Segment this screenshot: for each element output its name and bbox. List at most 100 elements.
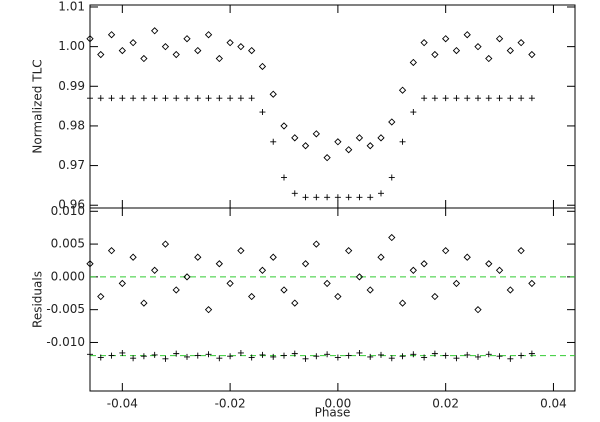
plus-point xyxy=(453,355,460,362)
plus-point xyxy=(410,109,417,116)
plus-point xyxy=(496,95,503,102)
plus-point xyxy=(378,190,384,197)
diamond-point xyxy=(442,35,450,43)
diamond-point xyxy=(377,253,385,261)
x-axis-label: Phase xyxy=(315,406,351,420)
plus-point xyxy=(173,95,180,102)
plus-point xyxy=(108,352,115,359)
diamond-point xyxy=(183,273,191,281)
y-axis-label: Normalized TLC xyxy=(31,59,45,153)
y-tick-label: 0.96 xyxy=(58,198,85,212)
diamond-point xyxy=(301,142,310,150)
plus-point xyxy=(302,194,309,201)
diamond-point xyxy=(129,253,137,261)
plus-point xyxy=(507,355,514,362)
plus-point xyxy=(184,353,190,360)
y-tick-label: 0.98 xyxy=(58,118,85,132)
plus-point xyxy=(345,194,352,201)
plus-point xyxy=(453,95,460,102)
diamond-point xyxy=(506,46,514,55)
plot-frame xyxy=(89,4,576,209)
diamond-point xyxy=(334,292,342,301)
diamond-point xyxy=(398,86,407,94)
plus-point xyxy=(421,354,428,361)
diamond-point xyxy=(409,266,417,274)
diamond-point xyxy=(398,299,407,307)
plus-point xyxy=(345,352,352,359)
x-tick-label: 0.02 xyxy=(432,397,459,411)
diamond-point xyxy=(495,266,504,274)
diamond-point xyxy=(291,299,299,307)
diamond-point xyxy=(107,246,116,255)
plus-point xyxy=(130,95,137,102)
diamond-point xyxy=(366,286,374,294)
diamond-point xyxy=(431,50,439,59)
diamond-point xyxy=(442,246,450,255)
plus-point xyxy=(324,194,331,201)
diamond-point xyxy=(485,260,493,268)
diamond-point xyxy=(183,35,191,43)
diamond-point xyxy=(334,138,342,146)
plus-point xyxy=(399,353,406,360)
diamond-point xyxy=(388,233,396,242)
diamond-point xyxy=(204,31,213,39)
plus-point xyxy=(216,355,223,362)
plus-point xyxy=(302,355,309,362)
plus-point xyxy=(87,95,93,102)
plus-point xyxy=(173,350,180,357)
plus-point xyxy=(388,174,395,181)
y-tick-label: -0.010 xyxy=(46,335,85,349)
diamond-point xyxy=(86,260,94,268)
plus-point xyxy=(281,174,287,181)
diamond-point xyxy=(118,46,126,55)
plus-point xyxy=(464,95,471,102)
diamond-point xyxy=(420,39,428,47)
plus-point xyxy=(237,95,244,102)
diamond-point xyxy=(151,266,159,274)
diamond-point xyxy=(248,292,256,301)
diamond-point xyxy=(366,142,374,150)
y-tick-label: 0.99 xyxy=(58,79,85,93)
diamond-point xyxy=(474,42,482,51)
diamond-point xyxy=(528,279,536,288)
diamond-point xyxy=(129,39,137,47)
diamond-point xyxy=(517,246,525,255)
diamond-point xyxy=(355,134,364,142)
diamond-point xyxy=(140,54,148,63)
diamond-point xyxy=(463,31,471,39)
plus-point xyxy=(151,351,158,358)
diamond-point xyxy=(280,122,288,130)
plus-point xyxy=(334,354,341,361)
plus-point xyxy=(485,351,492,358)
plus-point xyxy=(291,350,298,357)
diamond-point xyxy=(323,279,331,288)
y-tick-label: 0.97 xyxy=(58,158,85,172)
diamond-point xyxy=(431,292,439,301)
diamond-point xyxy=(485,54,493,63)
diamond-point xyxy=(409,58,417,67)
diamond-point xyxy=(140,299,148,307)
diamond-point xyxy=(237,246,245,255)
diamond-point xyxy=(269,90,277,98)
plus-point xyxy=(507,95,514,102)
plus-point xyxy=(184,95,190,102)
plus-point xyxy=(237,349,244,356)
diamond-point xyxy=(258,266,267,274)
plus-point xyxy=(270,138,277,145)
plus-point xyxy=(528,95,535,102)
y-tick-label: 0.005 xyxy=(51,237,85,251)
plus-point xyxy=(356,349,363,356)
plus-point xyxy=(313,194,320,201)
diamond-point xyxy=(118,279,126,288)
plus-point xyxy=(151,95,158,102)
plus-point xyxy=(259,351,266,358)
y-tick-label: 1.00 xyxy=(58,39,85,53)
plus-point xyxy=(421,95,428,102)
plus-point xyxy=(119,349,126,356)
plus-point xyxy=(528,350,535,357)
x-tick-label: 0.04 xyxy=(540,397,567,411)
plus-point xyxy=(431,350,438,357)
diamond-point xyxy=(97,50,105,59)
plus-point xyxy=(281,352,287,359)
diamond-point xyxy=(161,42,170,51)
